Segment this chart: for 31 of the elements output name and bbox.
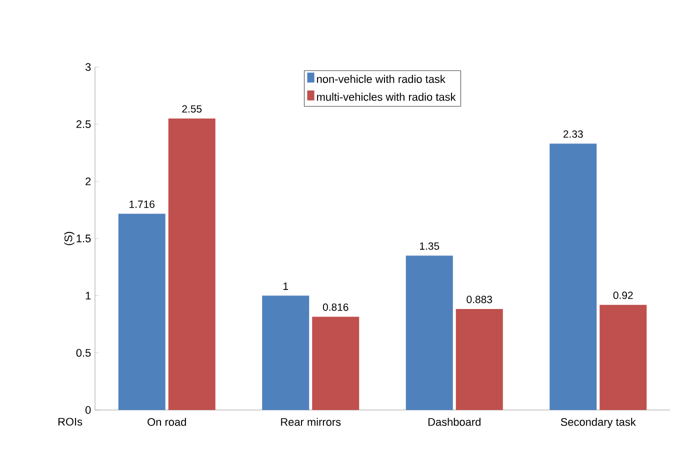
y-tick-label: 1.5 (76, 234, 91, 242)
y-tick-label: 0 (85, 406, 91, 414)
bar (262, 296, 310, 410)
data-label: 0.92 (613, 292, 633, 299)
bar (406, 256, 453, 410)
data-label: 2.33 (563, 130, 583, 138)
data-label: 0.816 (322, 303, 348, 311)
y-tick-label: 3 (85, 63, 91, 71)
bar (168, 118, 216, 410)
bar (600, 304, 647, 410)
x-tick-label: On road (148, 418, 186, 426)
data-label: 1 (284, 282, 288, 290)
legend-label: multi-vehicles with radio task (317, 92, 456, 101)
data-label: 1.716 (130, 200, 155, 208)
data-label: 1.35 (420, 242, 440, 250)
bar (550, 144, 597, 410)
x-tick-label: Rear mirrors (281, 418, 341, 426)
legend-label: non-vehicle with radio task (317, 74, 446, 83)
bar (456, 309, 503, 410)
x-axis-title: ROIs (58, 418, 82, 426)
y-tick-label: 0.5 (76, 348, 91, 357)
bar (312, 316, 360, 410)
data-label: 2.55 (182, 105, 202, 113)
y-tick-label: 2 (86, 178, 91, 186)
y-tick-label: 2.5 (76, 120, 91, 128)
bar (118, 214, 166, 410)
x-tick-label: Secondary task (560, 418, 636, 428)
data-label: 0.883 (466, 296, 492, 304)
x-tick-label: Dashboard (428, 418, 480, 426)
y-tick-label: 1 (86, 292, 91, 300)
y-axis-title: (S) (64, 232, 74, 246)
